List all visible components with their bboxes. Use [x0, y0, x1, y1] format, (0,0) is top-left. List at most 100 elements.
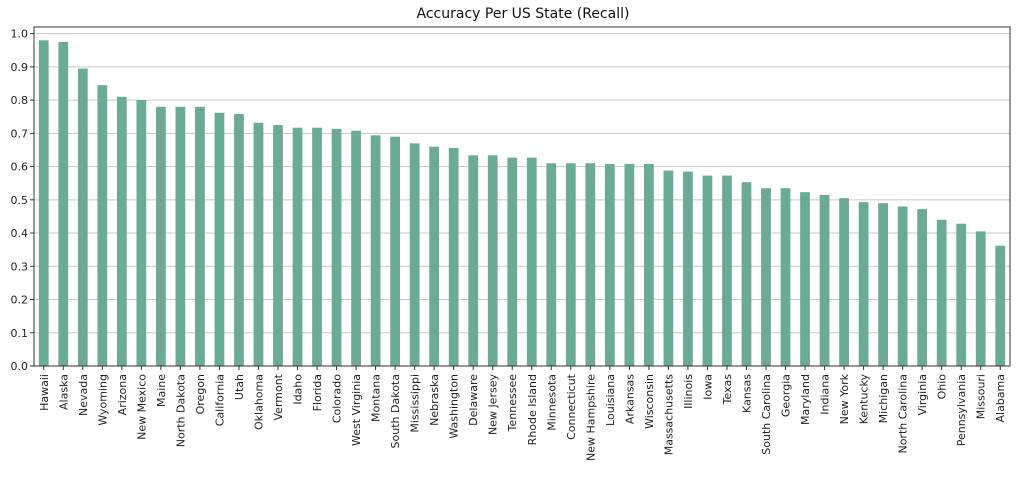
bar: [370, 135, 381, 366]
bar: [897, 206, 908, 366]
bar: [565, 163, 576, 366]
y-tick-label: 0.5: [11, 194, 29, 207]
x-tick-label: Wyoming: [96, 374, 109, 426]
bar: [761, 188, 771, 366]
bar: [58, 41, 69, 367]
x-tick-label: New York: [838, 373, 851, 424]
bar: [409, 143, 420, 366]
bar: [331, 129, 342, 366]
bar: [273, 125, 283, 366]
x-tick-label: North Carolina: [897, 374, 910, 454]
plot-frame: [33, 26, 1011, 367]
x-tick-label: Alaska: [57, 374, 70, 410]
x-tick-label: Colorado: [331, 374, 344, 423]
bar: [429, 146, 440, 366]
bar: [136, 100, 147, 366]
x-tick-label: Oklahoma: [252, 374, 265, 430]
x-axis-ticks: Hawaii Alaska Nevada Wyoming Arizona New Mexi…: [38, 366, 1007, 461]
bar: [683, 171, 693, 366]
bar: [214, 112, 225, 366]
bar: [624, 163, 635, 366]
x-tick-label: Rhode Island: [526, 374, 539, 445]
y-tick-label: 0.2: [11, 294, 29, 307]
x-tick-label: North Dakota: [174, 374, 187, 447]
x-tick-label: Wisconsin: [643, 374, 656, 429]
y-tick-label: 0.4: [11, 227, 29, 240]
x-tick-label: Michigan: [877, 374, 890, 423]
x-tick-label: Minnesota: [545, 374, 558, 431]
bar: [858, 202, 869, 366]
x-tick-label: Arkansas: [623, 374, 636, 424]
bar: [975, 231, 986, 366]
x-tick-label: Maine: [155, 374, 168, 407]
x-tick-label: Georgia: [780, 374, 793, 417]
bar: [156, 106, 166, 366]
x-tick-label: New Jersey: [487, 374, 500, 436]
bar: [819, 194, 830, 366]
x-tick-label: Alabama: [994, 374, 1007, 423]
x-tick-label: Missouri: [975, 374, 988, 419]
bar: [487, 155, 498, 366]
x-tick-label: Hawaii: [38, 374, 51, 411]
bar: [702, 175, 713, 366]
y-tick-label: 0.3: [11, 260, 29, 273]
bar: [741, 182, 752, 366]
x-tick-label: Indiana: [819, 374, 832, 415]
x-tick-label: Pennsylvania: [955, 374, 968, 446]
x-tick-label: Idaho: [292, 374, 305, 405]
x-tick-label: Utah: [233, 374, 246, 400]
y-tick-label: 0.6: [11, 161, 29, 174]
chart-title: Accuracy Per US State (Recall): [417, 6, 630, 22]
x-tick-label: Ohio: [936, 374, 949, 400]
x-tick-label: Florida: [311, 374, 324, 411]
bar: [175, 106, 186, 366]
bar: [956, 223, 967, 366]
x-tick-label: Massachusetts: [662, 374, 675, 456]
bar: [97, 85, 108, 366]
bar: [526, 157, 537, 366]
bar: [604, 163, 615, 366]
x-tick-label: Iowa: [701, 374, 714, 400]
x-tick-label: Oregon: [194, 374, 207, 414]
bar: [839, 198, 849, 366]
bar: [38, 40, 49, 366]
bar: [663, 170, 674, 366]
bar: [468, 155, 479, 366]
x-tick-label: Vermont: [272, 373, 285, 420]
bar: [234, 114, 244, 366]
x-tick-label: Arizona: [116, 374, 129, 415]
bar: [546, 163, 557, 366]
y-tick-label: 0.8: [11, 94, 29, 107]
x-tick-label: Maryland: [799, 374, 812, 425]
x-tick-label: Louisiana: [604, 374, 617, 426]
bar: [722, 175, 732, 366]
bar: [77, 68, 88, 366]
y-tick-label: 0.0: [11, 360, 29, 373]
bar: [878, 203, 888, 366]
bar: [312, 127, 322, 366]
bar: [292, 127, 303, 366]
x-tick-label: New Mexico: [135, 374, 148, 440]
x-tick-label: Delaware: [467, 374, 480, 426]
x-tick-label: Illinois: [682, 374, 695, 409]
x-tick-label: Mississippi: [409, 374, 422, 433]
x-tick-label: Tennessee: [506, 374, 519, 433]
bar: [195, 106, 205, 366]
y-axis-ticks: 0.0 0.1 0.2 0.3 0.4 0.5 0.6 0.7 0.8 0.9 1.0: [11, 28, 34, 373]
x-tick-label: South Carolina: [760, 374, 773, 455]
bar: [936, 219, 947, 366]
bar: [448, 147, 459, 366]
x-tick-label: Texas: [721, 374, 734, 406]
bar: [390, 136, 400, 366]
x-tick-label: Kentucky: [858, 374, 871, 425]
x-tick-label: Virginia: [916, 374, 929, 415]
bar: [780, 188, 791, 366]
bar: [995, 245, 1006, 366]
x-tick-label: Nevada: [77, 374, 90, 416]
y-tick-label: 1.0: [11, 28, 29, 41]
bar: [116, 96, 127, 366]
bar: [917, 209, 928, 366]
y-tick-label: 0.9: [11, 61, 29, 74]
x-tick-label: Nebraska: [428, 374, 441, 426]
